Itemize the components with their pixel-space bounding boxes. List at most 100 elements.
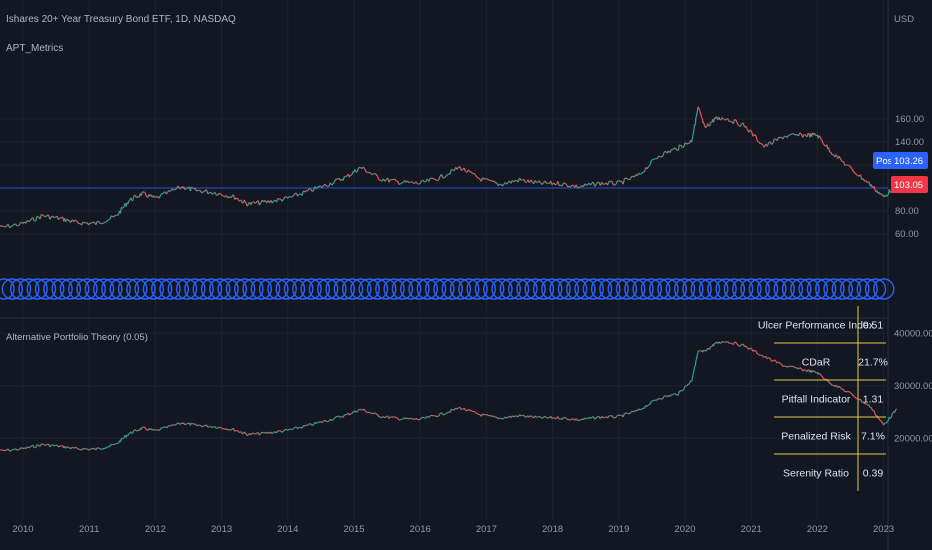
apt-segment [649,400,652,405]
price-segment [742,122,746,128]
apt-segment [53,444,56,447]
apt-segment [663,395,666,397]
apt-segment [322,419,326,422]
price-segment [277,197,280,200]
indicator-label[interactable]: APT_Metrics [6,43,64,54]
price-segment [719,118,721,121]
circle-marker [649,278,671,300]
apt-segment [482,413,485,416]
apt-segment [779,362,782,365]
apt-segment [448,411,451,414]
lower-pane-title[interactable]: Alternative Portfolio Theory (0.05) [6,332,148,343]
price-segment [363,166,366,170]
metric-label: Serenity Ratio [783,468,849,480]
price-segment [368,171,371,174]
price-segment [419,180,423,184]
apt-segment [44,444,46,446]
price-segment [431,177,434,180]
symbol-title[interactable]: Ishares 20+ Year Treasury Bond ETF, 1D, … [6,14,236,25]
time-tick-label: 2013 [211,524,232,535]
circle-marker [873,278,895,300]
apt-segment [512,415,515,418]
apt-segment [537,415,540,418]
price-segment [191,186,194,189]
apt-segment [661,397,664,400]
apt-segment [370,412,373,415]
apt-segment [415,417,418,420]
apt-segment [201,425,204,428]
price-segment [321,185,324,189]
apt-segment [691,379,693,382]
price-segment [828,147,831,153]
apt-segment [679,389,682,392]
price-segment [865,180,868,183]
post-price-badge[interactable]: Post 103.26 [873,152,928,169]
apt-segment [419,417,423,420]
price-segment [730,120,733,123]
price-segment [643,167,647,173]
apt-segment [656,398,659,401]
price-segment [819,136,822,140]
circle-marker [790,278,812,300]
price-segment [601,181,604,185]
price-segment [850,166,853,169]
price-segment [350,173,353,176]
apt-segment [822,377,825,380]
price-segment [864,180,867,182]
circle-marker [798,278,820,300]
circle-marker [483,278,505,300]
price-segment [250,201,253,205]
price-segment [205,189,209,194]
apt-segment [755,350,758,355]
price-segment [166,190,170,195]
apt-segment [58,445,61,448]
circle-marker [781,278,804,300]
apt-segment [253,432,256,435]
price-segment [802,134,805,138]
apt-segment [493,415,496,418]
apt-segment [752,349,755,352]
apt-segment [283,429,286,432]
price-segment [736,123,740,127]
apt-segment [189,423,192,426]
apt-segment [132,430,135,434]
apt-segment [666,394,669,398]
apt-segment [79,448,82,451]
price-segment [315,186,319,190]
last-price-badge[interactable]: 103.05 [891,176,928,193]
price-segment [170,188,173,192]
price-segment [422,179,425,183]
apt-segment [70,446,73,449]
apt-segment [732,341,736,345]
price-segment [692,129,695,133]
apt-segment [557,416,560,420]
circle-marker [184,278,206,300]
price-segment [364,168,367,173]
time-tick-label: 2019 [608,524,629,535]
apt-segment [348,413,351,416]
apt-segment [881,421,883,424]
circle-marker [856,278,878,300]
price-segment [394,178,397,182]
apt-segment [258,433,262,436]
apt-segment [174,423,177,426]
price-segment [738,125,741,128]
price-segment [698,107,700,110]
price-segment [702,121,705,124]
apt-segment [334,416,337,419]
apt-segment [707,347,709,350]
apt-segment [473,410,476,413]
apt-segment [622,413,626,418]
price-segment [544,180,548,184]
price-segment [287,196,290,199]
apt-segment [281,430,284,433]
apt-segment [590,416,593,419]
price-segment [106,219,109,222]
circle-marker [275,278,297,300]
apt-segment [595,416,598,419]
price-segment [227,196,230,199]
last-value-bg [891,176,928,193]
price-segment [855,173,858,176]
price-segment [32,217,35,222]
apt-segment [577,419,580,422]
